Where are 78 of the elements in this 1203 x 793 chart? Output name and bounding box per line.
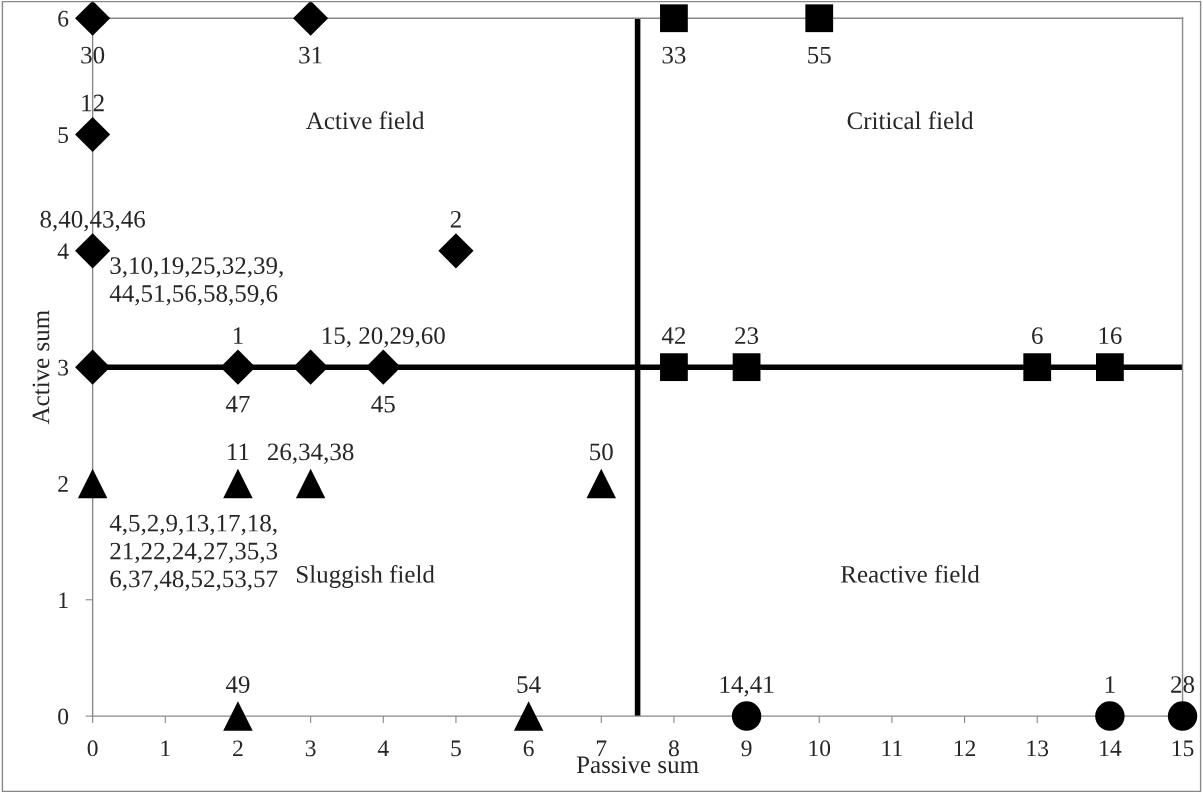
- point: [805, 4, 834, 33]
- annotation: 33: [662, 46, 686, 64]
- x-tick-label: 0: [87, 740, 98, 757]
- x-axis-title: Passive sum: [576, 756, 699, 774]
- point: [586, 468, 616, 499]
- annotation: 12: [82, 94, 104, 112]
- x-tick-label: 9: [741, 740, 752, 757]
- annotation: 42: [661, 327, 686, 344]
- y-axis-title: Active sum: [32, 310, 50, 425]
- point: [220, 349, 256, 385]
- point: [1095, 701, 1125, 731]
- point: [75, 116, 111, 153]
- annotation: 16: [1099, 327, 1122, 345]
- annotation: 1: [233, 327, 243, 344]
- x-tick-label: 3: [305, 740, 316, 757]
- point: [1023, 353, 1052, 382]
- annotation: 1: [1105, 676, 1115, 693]
- point: [223, 701, 253, 731]
- annotation: 31: [299, 46, 322, 64]
- annotation: 47: [225, 395, 250, 413]
- y-tick-label: 2: [58, 476, 68, 492]
- x-tick-label: 14: [1100, 740, 1122, 757]
- point: [75, 349, 111, 385]
- point: [660, 4, 688, 33]
- annotation: 23: [735, 327, 759, 345]
- point: [1167, 701, 1198, 731]
- annotation: 8,40,43,46: [40, 210, 146, 232]
- y-tick-label: 6: [58, 10, 69, 27]
- annotation: 4,5,2,9,13,17,18, 21,22,24,27,35,3 6,37,48,52,53,57: [109, 514, 278, 591]
- x-tick-label: 11: [882, 740, 902, 757]
- annotation: Reactive field: [841, 564, 980, 583]
- x-tick-label: 7: [596, 740, 607, 757]
- annotation: 54: [517, 676, 541, 693]
- point: [223, 468, 253, 499]
- point: [75, 233, 111, 269]
- y-tick-label: 4: [57, 243, 69, 260]
- annotation: 6: [1032, 327, 1043, 345]
- annotation: 3,10,19,25,32,39, 44,51,56,58,59,6: [109, 257, 283, 306]
- point: [438, 233, 474, 269]
- y-tick-label: 0: [58, 708, 69, 725]
- point: [1096, 353, 1124, 382]
- x-tick-label: 10: [809, 740, 831, 757]
- y-tick-label: 3: [58, 359, 69, 376]
- x-tick-label: 12: [954, 740, 976, 757]
- point: [295, 468, 326, 499]
- annotation: 50: [590, 443, 613, 461]
- annotation: 11: [228, 443, 249, 461]
- point: [75, 0, 111, 36]
- annotation: 49: [225, 676, 250, 693]
- x-tick-label: 5: [451, 740, 461, 757]
- point: [731, 701, 762, 731]
- point: [732, 353, 761, 382]
- x-tick-label: 13: [1027, 740, 1049, 757]
- x-tick-label: 1: [161, 740, 170, 757]
- y-tick-label: 5: [58, 127, 69, 143]
- point: [77, 468, 108, 499]
- annotation: 30: [81, 46, 105, 64]
- point: [660, 353, 688, 382]
- x-tick-label: 2: [233, 740, 243, 757]
- x-tick-label: 4: [377, 740, 389, 757]
- annotation: 14,41: [720, 676, 774, 697]
- point: [513, 701, 544, 731]
- x-tick-label: 15: [1172, 740, 1194, 757]
- point: [293, 349, 329, 385]
- annotation: Active field: [306, 111, 425, 130]
- point: [365, 349, 401, 385]
- annotation: 28: [1171, 676, 1195, 693]
- annotation: Sluggish field: [296, 565, 435, 589]
- y-tick-label: 1: [59, 592, 68, 608]
- x-tick-label: 6: [523, 740, 534, 757]
- annotation: Critical field: [847, 111, 974, 130]
- annotation: 55: [808, 46, 831, 64]
- annotation: 45: [371, 395, 395, 413]
- annotation: 15, 20,29,60: [322, 327, 445, 348]
- x-tick-label: 8: [668, 740, 679, 757]
- point: [293, 0, 329, 36]
- annotation: 26,34,38: [267, 443, 354, 464]
- annotation: 2: [450, 210, 461, 228]
